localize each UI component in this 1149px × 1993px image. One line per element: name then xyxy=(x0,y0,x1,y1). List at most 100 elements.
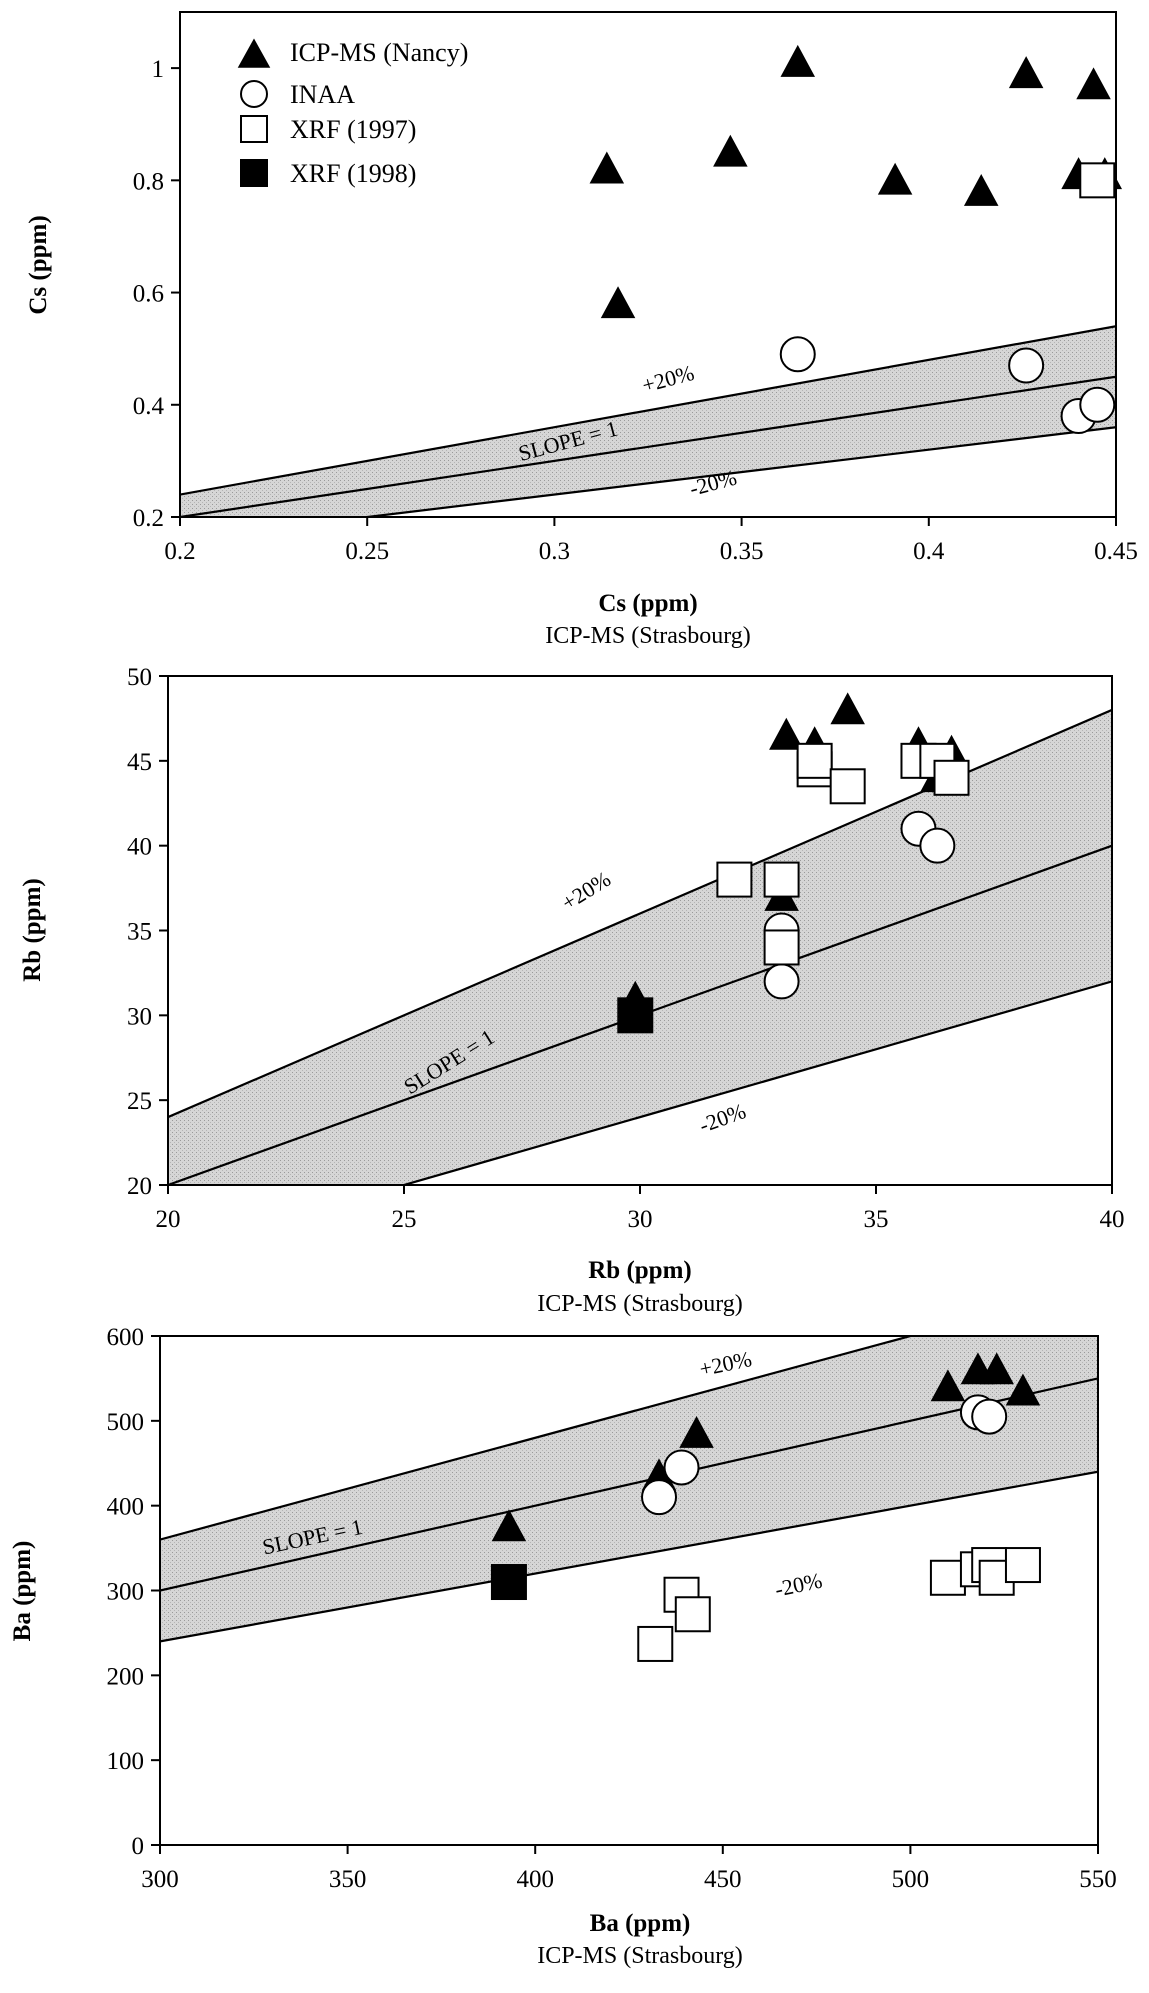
ba-xrf1997-point xyxy=(637,1625,674,1662)
cs-icpms_nancy-point xyxy=(713,134,748,167)
rb-ticks-layer: 20 25 30 35 40 20 25 30 35 40 45 50 xyxy=(127,664,1125,1233)
ba-x-tick-label: 350 xyxy=(329,1866,367,1893)
rb-x-axis-sublabel: ICP-MS (Strasbourg) xyxy=(537,1291,743,1317)
rb-xrf1997-point xyxy=(829,768,866,805)
ba-y-tick-label: 300 xyxy=(107,1579,145,1606)
rb-x-tick-label: 35 xyxy=(864,1206,889,1233)
cs-plot-frame xyxy=(179,11,1117,518)
cs-band-layer xyxy=(180,325,1116,517)
ba-icpms_nancy-point xyxy=(679,1415,714,1448)
cs-inaa-point xyxy=(1079,386,1116,423)
rb-x-tick-label: 40 xyxy=(1100,1206,1125,1233)
cs-y-tick-label: 0.2 xyxy=(133,505,164,532)
ba-x-axis-label: Ba (ppm) xyxy=(590,1910,691,1937)
ba-band-lower-label: -20% xyxy=(773,1567,825,1601)
ba-icpms_nancy-point xyxy=(930,1369,966,1402)
ba-x-tick-label: 400 xyxy=(516,1866,554,1893)
legend-open-square-marker xyxy=(240,115,268,143)
rb-xrf1997-point xyxy=(763,861,800,898)
cs-tolerance-band xyxy=(180,326,1116,517)
ba-icpms_nancy-point xyxy=(979,1352,1014,1385)
legend: ICP-MS (Nancy) INAA XRF (1997) XRF (1998… xyxy=(237,38,468,188)
ba-x-tick-label: 300 xyxy=(141,1866,179,1893)
cs-y-tick-label: 0.8 xyxy=(133,168,164,195)
ba-band-layer xyxy=(160,1336,1098,1643)
ba-y-tick-label: 0 xyxy=(132,1833,145,1860)
rb-icpms_nancy-point xyxy=(769,717,804,750)
ba-icpms_nancy-point xyxy=(491,1509,527,1542)
legend-label: XRF (1997) xyxy=(290,115,416,144)
cs-xrf1997-point xyxy=(1079,162,1116,199)
cs-y-tick-label: 0.6 xyxy=(133,281,164,308)
cs-x-tick-label: 0.4 xyxy=(913,538,945,565)
rb-band-lower-label: -20% xyxy=(696,1098,749,1138)
legend-label: ICP-MS (Nancy) xyxy=(290,38,468,67)
cs-x-axis-sublabel: ICP-MS (Strasbourg) xyxy=(545,623,751,649)
cs-band-upper-line xyxy=(180,325,1116,496)
ba-x-tick-label: 450 xyxy=(704,1866,742,1893)
cs-band-upper-label: +20% xyxy=(639,360,696,398)
cs-y-tick-label: 1 xyxy=(152,56,165,83)
ba-y-axis-label: Ba (ppm) xyxy=(9,1541,36,1642)
legend-label: INAA xyxy=(290,80,355,109)
rb-x-tick-label: 20 xyxy=(156,1206,181,1233)
legend-item-xrf-1997: XRF (1997) xyxy=(240,115,416,144)
cs-y-axis-label: Cs (ppm) xyxy=(25,215,52,314)
cs-icpms_nancy-point xyxy=(1076,67,1111,100)
cs-band-center-line xyxy=(180,375,1116,517)
cs-icpms_nancy-point xyxy=(963,173,999,206)
ba-tolerance-band xyxy=(160,1336,1098,1642)
ba-xrf1997-point xyxy=(674,1596,711,1633)
rb-icpms_nancy-point xyxy=(830,692,865,725)
rb-y-tick-label: 20 xyxy=(127,1173,152,1200)
ba-x-axis-sublabel: ICP-MS (Strasbourg) xyxy=(537,1943,743,1969)
legend-label: XRF (1998) xyxy=(290,159,416,188)
cs-inaa-point xyxy=(779,336,816,373)
cs-x-axis-label: Cs (ppm) xyxy=(598,590,697,617)
rb-y-tick-label: 40 xyxy=(127,834,152,861)
rb-tolerance-band xyxy=(168,709,1112,1185)
rb-xrf1997-point xyxy=(763,929,800,966)
cs-x-tick-label: 0.2 xyxy=(164,538,195,565)
ba-band-upper-line xyxy=(160,1336,915,1541)
ba-y-tick-label: 500 xyxy=(107,1409,145,1436)
rb-xrf1997-point xyxy=(716,861,753,898)
rb-band-lower-line xyxy=(400,980,1112,1185)
ba-xrf1997-point xyxy=(1004,1547,1041,1584)
legend-item-icpms-nancy: ICP-MS (Nancy) xyxy=(237,38,468,68)
rb-y-tick-label: 25 xyxy=(127,1088,152,1115)
cs-icpms_nancy-point xyxy=(600,286,636,319)
ba-xrf1998-point xyxy=(490,1564,527,1601)
ba-y-tick-label: 400 xyxy=(107,1494,145,1521)
cs-marks-layer xyxy=(589,44,1123,434)
cs-icpms_nancy-point xyxy=(1008,56,1044,89)
rb-x-axis-label: Rb (ppm) xyxy=(588,1257,692,1284)
ba-icpms_nancy-point xyxy=(1005,1373,1041,1406)
cs-chart: 0.2 0.25 0.3 0.35 0.4 0.450.20.40.60.81 +20% … xyxy=(25,11,1138,649)
ba-y-tick-label: 600 xyxy=(107,1324,145,1351)
legend-filled-triangle-marker xyxy=(237,38,271,68)
cs-icpms_nancy-point xyxy=(780,44,816,77)
cs-y-tick-label: 0.4 xyxy=(133,393,165,420)
cs-x-tick-label: 0.35 xyxy=(720,538,764,565)
ba-y-tick-label: 100 xyxy=(107,1748,145,1775)
ba-xrf1997-point xyxy=(929,1559,966,1596)
legend-item-inaa: INAA xyxy=(240,80,355,109)
rb-y-tick-label: 30 xyxy=(127,1003,152,1030)
cs-icpms_nancy-point xyxy=(877,162,913,195)
cs-x-tick-label: 0.25 xyxy=(345,538,389,565)
ba-band-lower-line xyxy=(160,1470,1098,1643)
rb-band-upper-label: +20% xyxy=(557,866,615,915)
rb-inaa-point xyxy=(919,827,956,864)
ba-band-center-line xyxy=(160,1377,1098,1592)
ba-y-tick-label: 200 xyxy=(107,1663,145,1690)
cs-x-tick-label: 0.3 xyxy=(539,538,570,565)
rb-marks-layer xyxy=(617,692,970,1034)
rb-y-tick-label: 35 xyxy=(127,919,152,946)
cs-inaa-point xyxy=(1008,347,1045,384)
rb-xrf1997-point xyxy=(796,742,833,779)
ba-x-tick-label: 550 xyxy=(1079,1866,1117,1893)
ba-chart: 300 350 400 450 500 550 0 100 200 300 400 500 600 +2… xyxy=(9,1324,1117,1969)
